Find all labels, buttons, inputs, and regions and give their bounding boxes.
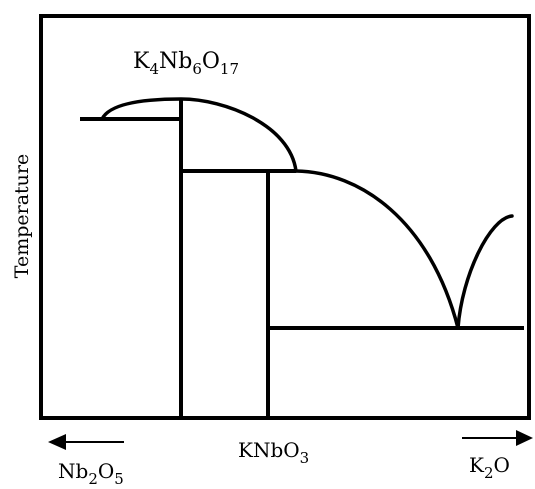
k2o-label: K2O — [469, 453, 510, 482]
nb2o5-label: Nb2O5 — [58, 459, 124, 488]
y-axis-label: Temperature — [11, 154, 33, 278]
knbo3-label: KNbO3 — [238, 438, 309, 467]
right-liquidus-curve — [456, 214, 514, 330]
right-arrow-head — [516, 430, 533, 446]
diagram-frame — [39, 14, 531, 420]
main-liquidus-curve — [294, 169, 460, 330]
compound-label: K4Nb6O17 — [133, 49, 239, 78]
compound-liquidus-curve — [100, 97, 298, 173]
left-arrow-head — [48, 434, 66, 450]
